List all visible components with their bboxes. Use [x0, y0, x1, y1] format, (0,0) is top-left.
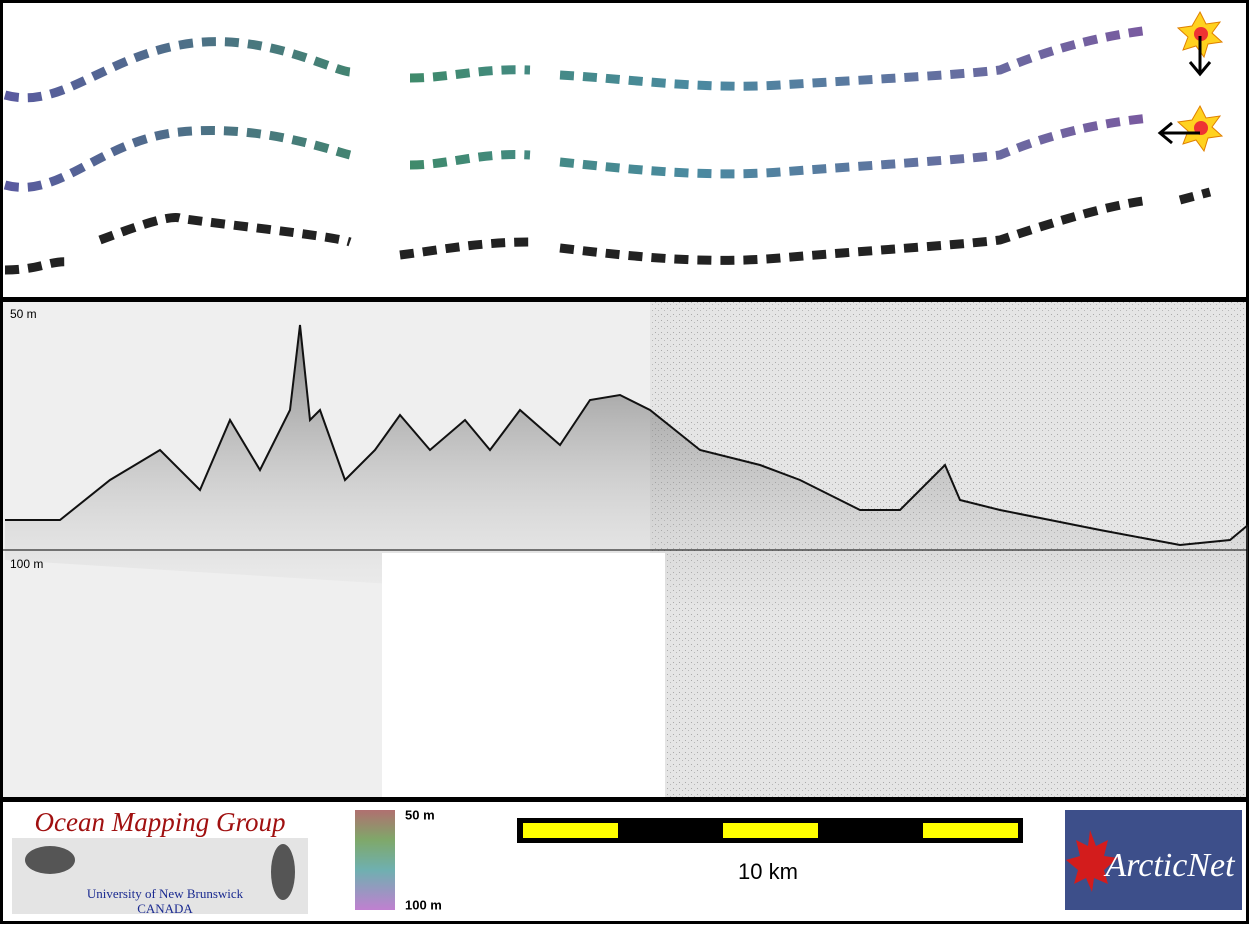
- seabed-line: [5, 324, 1249, 547]
- depth-label: 100 m: [10, 557, 43, 571]
- no-data: [382, 553, 665, 797]
- logo-image: [25, 846, 75, 874]
- swath-row: [3, 25, 1151, 103]
- swath-row: [3, 113, 1151, 192]
- scale-label: 10 km: [738, 859, 798, 884]
- logo-image: [271, 844, 295, 900]
- colorbar-label: 50 m: [405, 807, 435, 822]
- colorbar-label: 100 m: [405, 897, 442, 912]
- logo-university: University of New Brunswick: [87, 886, 244, 901]
- logo-country: CANADA: [137, 901, 193, 916]
- scale-bar: [517, 818, 1023, 843]
- logo-title: Ocean Mapping Group: [35, 807, 286, 837]
- sun-icon: [1157, 104, 1224, 153]
- seabed-echo: [5, 325, 1248, 640]
- swath-tracks: [3, 25, 1212, 275]
- partner-name: ArcticNet: [1103, 847, 1236, 884]
- depth-label: 50 m: [10, 307, 37, 321]
- colorbar: [355, 810, 395, 910]
- maple-leaf: [1066, 830, 1118, 892]
- sun-icon: [1176, 10, 1224, 77]
